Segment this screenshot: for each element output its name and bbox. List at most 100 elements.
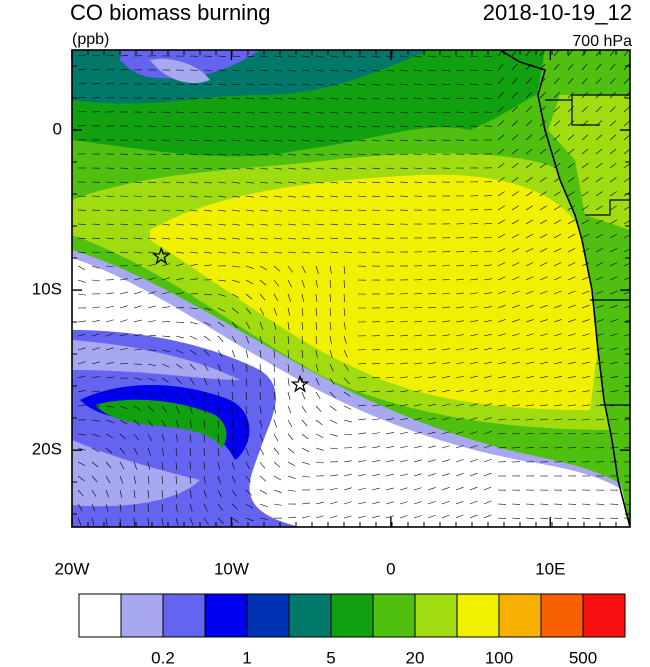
wind-vector [357, 111, 366, 114]
wind-vector [315, 391, 321, 399]
wind-vector [469, 347, 478, 351]
wind-vector [385, 432, 394, 435]
wind-vector [119, 503, 122, 512]
wind-vector [259, 279, 267, 286]
wind-vector [497, 347, 506, 351]
wind-vector [567, 262, 576, 267]
wind-vector [399, 111, 408, 114]
wind-vector [343, 153, 352, 156]
wind-vector [147, 237, 156, 240]
wind-vector [511, 447, 521, 449]
wind-vector [273, 83, 282, 86]
wind-vector [133, 305, 142, 309]
wind-vector [343, 433, 352, 436]
wind-vector [287, 209, 296, 212]
wind-vector [161, 335, 171, 337]
wind-vector [581, 148, 589, 155]
wind-vector [553, 92, 560, 99]
wind-vector [511, 77, 518, 85]
wind-vector [133, 291, 142, 295]
wind-vector [175, 377, 182, 384]
wind-vector [567, 390, 576, 393]
wind-vector [385, 139, 394, 142]
wind-vector [133, 181, 142, 183]
wind-vector [357, 69, 366, 72]
wind-vector [105, 195, 115, 197]
wind-vector [189, 181, 198, 184]
wind-vector [203, 293, 212, 296]
lon-tick-label: 0 [386, 559, 395, 578]
wind-vector [539, 191, 547, 197]
wind-vector [623, 333, 630, 337]
wind-vector [175, 517, 179, 526]
wind-vector [315, 125, 324, 128]
wind-vector [189, 111, 198, 113]
wind-vector [147, 291, 156, 295]
wind-vector [581, 347, 590, 351]
wind-vector [455, 389, 464, 393]
wind-vector [203, 153, 212, 156]
wind-vector [301, 69, 310, 72]
wind-vector [413, 83, 422, 86]
wind-vector [455, 334, 464, 337]
wind-vector [427, 292, 436, 295]
wind-vector [175, 237, 184, 240]
wind-vector [203, 181, 212, 184]
colorbar-box [78, 593, 122, 638]
wind-vector [525, 248, 534, 253]
wind-vector [77, 375, 86, 379]
wind-vector [553, 432, 562, 435]
wind-vector [497, 177, 505, 183]
wind-vector [567, 148, 575, 155]
wind-vector [119, 291, 128, 295]
wind-vector [413, 55, 422, 58]
wind-vector [441, 55, 450, 58]
wind-vector [455, 361, 464, 365]
wind-vector [539, 432, 548, 435]
wind-vector [623, 106, 630, 113]
wind-vector [203, 307, 212, 311]
wind-vector [119, 278, 128, 281]
wind-vector [343, 293, 345, 302]
wind-vector [581, 248, 590, 253]
wind-vector [133, 377, 142, 380]
wind-vector [259, 83, 268, 86]
wind-vector [609, 248, 618, 253]
wind-vector [203, 251, 212, 254]
wind-vector [525, 50, 532, 57]
wind-vector [329, 223, 338, 226]
wind-vector [231, 321, 238, 329]
wind-vector [133, 237, 142, 240]
wind-vector [357, 377, 366, 379]
wind-vector [133, 391, 142, 396]
wind-vector [385, 501, 394, 505]
wind-vector [385, 97, 394, 100]
wind-vector [567, 319, 576, 323]
wind-vector [343, 251, 353, 253]
wind-vector [595, 205, 603, 211]
wind-vector [497, 290, 506, 295]
wind-vector [315, 515, 324, 519]
wind-vector [273, 111, 282, 114]
wind-vector [343, 405, 352, 410]
wind-vector [175, 251, 184, 254]
wind-vector [539, 219, 548, 225]
wind-vector [595, 177, 603, 183]
wind-vector [511, 120, 519, 127]
wind-vector [189, 223, 198, 226]
wind-vector [553, 233, 562, 239]
wind-vector [455, 97, 464, 99]
wind-vector [371, 223, 381, 225]
wind-vector [455, 348, 464, 351]
wind-vector [427, 459, 436, 463]
wind-vector [301, 265, 306, 274]
wind-vector [231, 139, 240, 142]
wind-vector [301, 515, 310, 519]
wind-vector [301, 447, 310, 453]
wind-vector [567, 418, 576, 421]
wind-vector [385, 125, 394, 128]
wind-vector [133, 433, 140, 441]
wind-vector [273, 139, 282, 142]
wind-vector [315, 293, 318, 302]
wind-vector [581, 447, 591, 449]
